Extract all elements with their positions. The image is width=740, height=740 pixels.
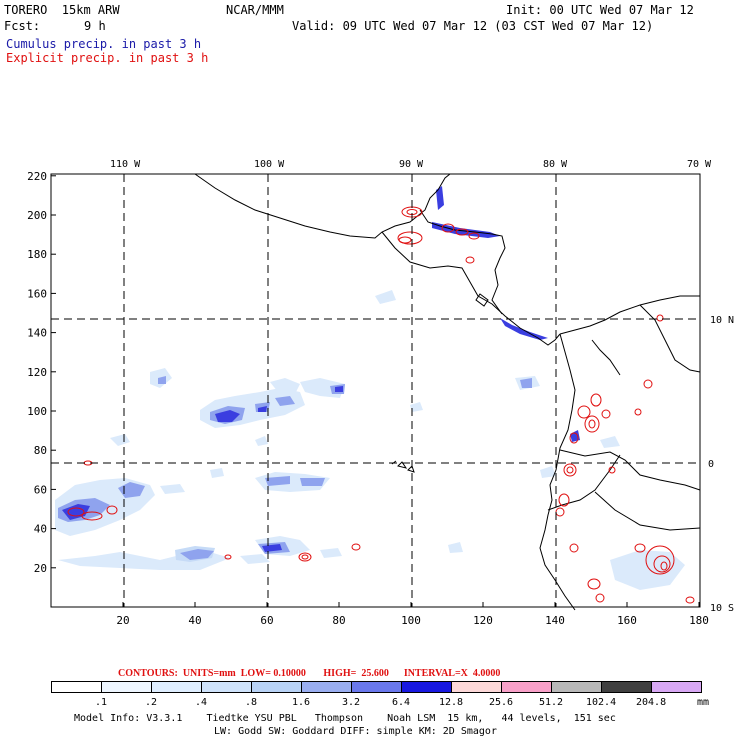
legend-swatch: [301, 681, 352, 693]
contour-info: CONTOURS: UNITS=mm LOW= 0.10000 HIGH= 25…: [118, 668, 501, 679]
forecast-hour: 9 h: [84, 19, 106, 33]
lon-label: 80 W: [543, 159, 568, 170]
legend-swatch: [51, 681, 102, 693]
x-tick-label: 180: [689, 614, 709, 627]
cumulus-light-areas: [55, 290, 685, 590]
physics-info: LW: Godd SW: Goddard DIFF: simple KM: 2D…: [214, 726, 497, 737]
y-tick-label: 200: [27, 209, 47, 222]
lon-label: 70 W: [687, 159, 712, 170]
y-tick-label: 40: [34, 523, 47, 536]
legend-swatch: [351, 681, 402, 693]
y-tick-label: 60: [34, 483, 47, 496]
y-tick-label: 20: [34, 562, 47, 575]
lon-label: 90 W: [399, 159, 424, 170]
legend-level-label: 102.4: [586, 697, 617, 708]
legend-level-label: .8: [245, 697, 258, 708]
legend-swatch: [501, 681, 552, 693]
legend-level-label: 51.2: [539, 697, 564, 708]
y-tick-label: 80: [34, 444, 47, 457]
legend-swatch: [401, 681, 452, 693]
y-tick-label: 160: [27, 287, 47, 300]
legend-swatch: [251, 681, 302, 693]
lat-label: 10 S: [710, 603, 734, 614]
legend-swatch: [551, 681, 602, 693]
lat-lon-grid: [51, 174, 700, 607]
legend-unit: mm: [697, 697, 710, 708]
lat-label: 0: [708, 459, 714, 470]
x-tick-label: 60: [260, 614, 273, 627]
x-tick-label: 100: [401, 614, 421, 627]
cumulus-legend-label: Cumulus precip. in past 3 h: [6, 37, 202, 51]
cumulus-heavy-areas: [62, 186, 580, 552]
legend-swatch: [651, 681, 702, 693]
x-tick-label: 80: [332, 614, 345, 627]
lat-label: 10 N: [710, 315, 734, 326]
forecast-label: Fcst:: [4, 19, 41, 33]
valid-time: Valid: 09 UTC Wed 07 Mar 12 (03 CST Wed …: [292, 19, 654, 33]
legend-level-label: 6.4: [392, 697, 411, 708]
y-tick-label: 140: [27, 327, 47, 340]
legend-swatch: [151, 681, 202, 693]
legend-level-label: .4: [195, 697, 208, 708]
explicit-contours: [67, 206, 695, 604]
org-label: NCAR/MMM: [226, 3, 284, 17]
lon-label: 100 W: [254, 159, 285, 170]
lon-label: 110 W: [110, 159, 141, 170]
map-frame: [50, 173, 701, 608]
legend-level-label: 25.6: [489, 697, 514, 708]
legend-swatch: [451, 681, 502, 693]
y-tick-label: 220: [27, 170, 47, 183]
model-title: TORERO 15km ARW: [4, 3, 120, 17]
x-tick-label: 160: [617, 614, 637, 627]
legend-level-label: .1: [95, 697, 108, 708]
legend-swatch: [601, 681, 652, 693]
x-tick-label: 140: [545, 614, 565, 627]
x-tick-label: 40: [188, 614, 201, 627]
y-tick-label: 100: [27, 405, 47, 418]
explicit-legend-label: Explicit precip. in past 3 h: [6, 51, 209, 65]
legend-level-label: 1.6: [292, 697, 311, 708]
init-time: Init: 00 UTC Wed 07 Mar 12: [506, 3, 694, 17]
legend-level-label: .2: [145, 697, 158, 708]
x-tick-label: 120: [473, 614, 493, 627]
x-tick-label: 20: [116, 614, 129, 627]
y-tick-label: 120: [27, 366, 47, 379]
legend-level-label: 204.8: [636, 697, 667, 708]
legend-level-label: 3.2: [342, 697, 361, 708]
model-info: Model Info: V3.3.1 Tiedtke YSU PBL Thomp…: [74, 713, 616, 724]
legend-swatch: [201, 681, 252, 693]
legend-level-label: 12.8: [439, 697, 464, 708]
legend-swatch: [101, 681, 152, 693]
y-tick-label: 180: [27, 248, 47, 261]
